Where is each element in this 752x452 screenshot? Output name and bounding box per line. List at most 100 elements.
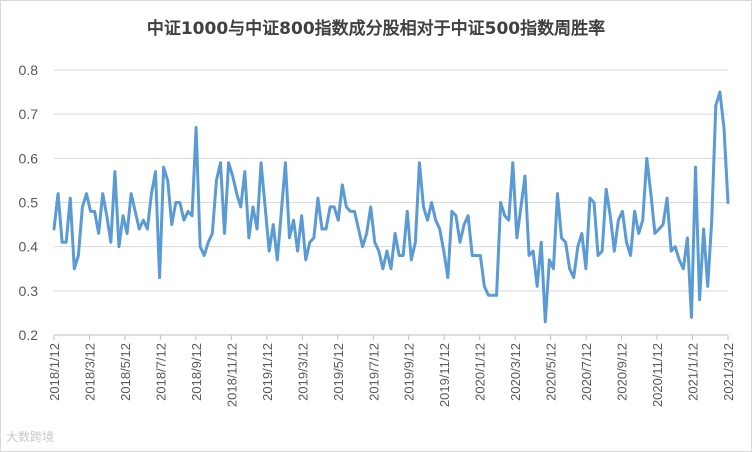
data-point — [308, 241, 311, 244]
data-point — [195, 126, 197, 129]
data-point — [361, 245, 364, 248]
chart-title: 中证1000与中证800指数成分股相对于中证500指数周胜率 — [146, 19, 606, 39]
data-point — [57, 192, 59, 195]
data-point — [674, 245, 677, 248]
data-point — [162, 166, 165, 168]
y-tick-label: 0.6 — [19, 150, 39, 166]
data-point — [723, 126, 725, 129]
data-point — [451, 210, 453, 213]
x-tick-label: 2019/9/12 — [402, 343, 417, 401]
data-point — [85, 192, 88, 195]
data-point — [227, 161, 230, 164]
data-point — [593, 201, 595, 204]
data-point — [499, 201, 502, 204]
data-point — [386, 250, 388, 252]
data-point — [142, 219, 145, 221]
series-line — [52, 90, 730, 324]
data-point — [349, 210, 352, 213]
data-point — [617, 219, 620, 221]
data-point — [150, 192, 153, 195]
data-point — [175, 201, 177, 204]
x-tick-label: 2020/9/12 — [615, 343, 630, 401]
data-point — [698, 298, 701, 301]
data-point — [641, 219, 644, 221]
x-tick-label: 2020/5/12 — [544, 343, 559, 401]
data-point — [357, 228, 360, 230]
data-point — [467, 214, 469, 217]
data-point — [710, 219, 713, 221]
data-point — [512, 161, 514, 164]
data-point — [418, 161, 421, 164]
data-point — [495, 294, 498, 297]
data-point — [73, 267, 76, 270]
data-point — [101, 192, 104, 195]
data-point — [601, 250, 603, 252]
data-point — [503, 214, 506, 217]
data-point — [589, 197, 591, 199]
data-point — [341, 184, 344, 186]
data-point — [422, 206, 425, 208]
data-point — [325, 228, 327, 230]
data-point — [544, 320, 547, 323]
data-point — [321, 228, 323, 230]
data-point — [621, 210, 624, 213]
data-point — [719, 91, 721, 93]
data-point — [483, 285, 486, 288]
x-tick-label: 2020/7/12 — [579, 343, 594, 401]
data-point — [475, 254, 478, 257]
data-point — [146, 228, 149, 230]
data-point — [93, 210, 96, 213]
data-point — [650, 192, 652, 195]
data-point — [459, 241, 461, 244]
data-point — [524, 175, 526, 177]
data-point — [568, 267, 571, 270]
x-tick-label: 2018/3/12 — [82, 343, 97, 401]
data-point — [244, 170, 246, 173]
data-point — [304, 259, 307, 261]
data-point — [402, 254, 404, 257]
y-tick-label: 0.8 — [19, 62, 39, 78]
data-point — [239, 206, 242, 208]
data-point — [390, 267, 392, 270]
data-point — [272, 223, 275, 226]
data-point — [118, 245, 120, 248]
data-point — [345, 206, 348, 208]
data-point — [333, 206, 335, 208]
data-point — [337, 219, 340, 221]
data-point — [410, 259, 413, 261]
data-point — [170, 223, 173, 226]
data-point — [666, 197, 668, 199]
data-point — [199, 245, 201, 248]
data-point — [516, 237, 518, 239]
data-point — [487, 294, 490, 297]
data-point — [264, 206, 266, 208]
x-tick-label: 2019/11/12 — [437, 343, 452, 407]
data-point — [491, 294, 494, 297]
data-point — [122, 214, 124, 217]
x-tick-label: 2018/7/12 — [153, 343, 168, 401]
data-point — [105, 214, 108, 217]
data-point — [686, 237, 689, 239]
data-point — [313, 237, 315, 239]
data-point — [288, 237, 291, 239]
y-axis-ticks: 0.8 0.7 0.6 0.5 0.4 0.3 0.2 — [19, 62, 39, 343]
data-point — [191, 214, 193, 217]
data-point — [268, 250, 270, 252]
data-point — [61, 241, 63, 244]
data-point — [605, 188, 607, 191]
x-tick-label: 2018/5/12 — [118, 343, 133, 401]
data-point — [556, 192, 559, 195]
data-point — [625, 241, 628, 244]
x-tick-label: 2018/11/12 — [224, 343, 239, 407]
data-point — [455, 214, 457, 217]
data-point — [110, 241, 112, 244]
data-point — [211, 232, 214, 235]
data-point — [426, 219, 429, 221]
data-point — [89, 210, 92, 213]
data-point — [260, 161, 262, 164]
data-point — [65, 241, 67, 244]
y-tick-label: 0.4 — [19, 239, 39, 255]
data-point — [276, 259, 279, 261]
data-point — [633, 210, 636, 213]
data-point — [126, 232, 128, 235]
